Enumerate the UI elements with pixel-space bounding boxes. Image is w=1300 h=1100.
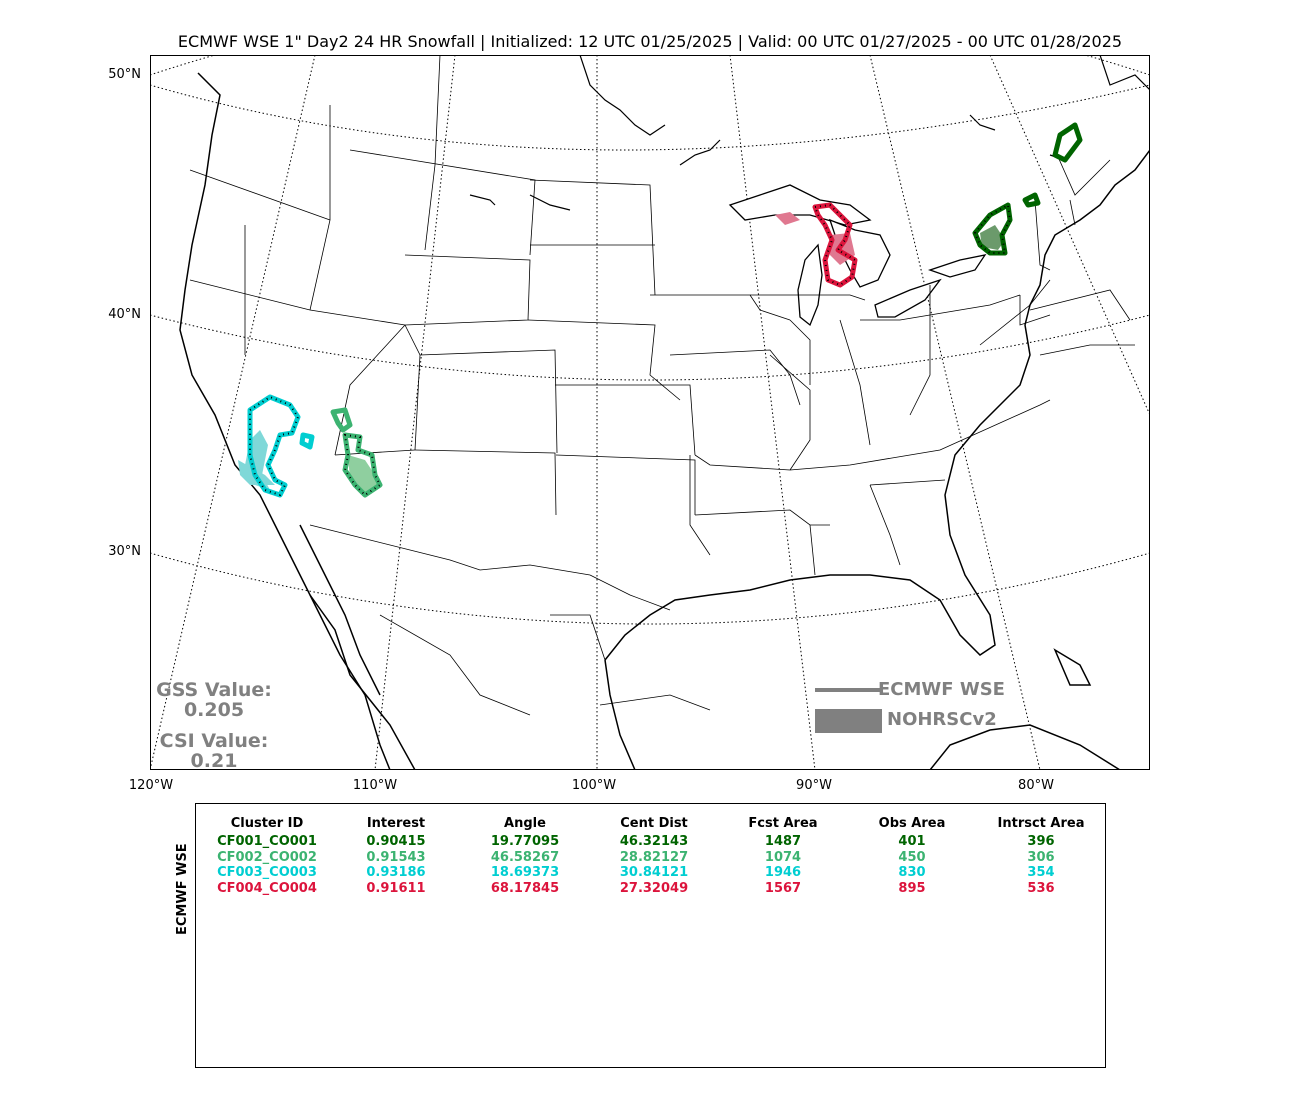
gss-value: 0.205: [183, 699, 245, 721]
cell-angle: 68.17845: [490, 881, 560, 897]
cell-fcst-area: 1946: [764, 865, 802, 881]
great-lakes: [728, 184, 987, 327]
csi-value: 0.21: [190, 750, 238, 772]
cell-obs-area: 830: [898, 865, 926, 881]
cell-obs-area: 895: [898, 881, 926, 897]
lon-label-120: 120°W: [128, 778, 174, 793]
cell-cluster-id: CF002_CO002: [217, 849, 317, 865]
header-fcst-area: Fcst Area: [748, 816, 818, 831]
cell-fcst-area: 1487: [764, 834, 802, 849]
lon-label-110: 110°W: [352, 778, 398, 793]
legend-forecast-label: ECMWF WSE: [878, 679, 1005, 700]
cell-intrsct-area: 396: [1027, 834, 1055, 849]
chart-title: ECMWF WSE 1" Day2 24 HR Snowfall | Initi…: [177, 32, 1123, 51]
map-frame: [150, 55, 1150, 770]
cell-interest: 0.91611: [366, 881, 426, 897]
legend-observed-label: NOHRSCv2: [887, 709, 997, 730]
gss-label: GSS Value:: [156, 679, 272, 701]
cell-cluster-id: CF003_CO003: [217, 865, 317, 881]
forecast-clusters: [247, 122, 1083, 498]
header-cent-dist: Cent Dist: [620, 816, 688, 831]
header-angle: Angle: [504, 816, 546, 831]
cell-angle: 19.77095: [490, 834, 560, 849]
state-borders: [189, 55, 1135, 716]
cluster-dots: [249, 203, 1012, 497]
cell-intrsct-area: 536: [1027, 881, 1055, 897]
canada-lakes: [469, 55, 1150, 211]
cell-cent-dist: 27.32049: [619, 881, 689, 897]
lat-label-40: 40°N: [108, 307, 141, 322]
cluster-cf004: [812, 202, 858, 288]
longitude-lines: [150, 55, 1150, 770]
cell-cent-dist: 46.32143: [619, 834, 689, 849]
cell-obs-area: 450: [898, 849, 926, 865]
cell-fcst-area: 1074: [764, 849, 802, 865]
cell-interest: 0.93186: [366, 865, 426, 881]
lon-label-100: 100°W: [571, 778, 617, 793]
header-intrsct-area: Intrsct Area: [997, 816, 1085, 831]
header-interest: Interest: [366, 816, 426, 831]
lon-label-90: 90°W: [796, 778, 832, 793]
cell-interest: 0.91543: [366, 849, 426, 865]
lon-label-80: 80°W: [1018, 778, 1054, 793]
map: [150, 55, 1150, 770]
cell-cluster-id: CF004_CO004: [217, 881, 317, 897]
cell-intrsct-area: 306: [1027, 849, 1055, 865]
cell-angle: 18.69373: [490, 865, 560, 881]
latitude-lines: [150, 55, 1150, 625]
cluster-cf002: [330, 407, 353, 433]
csi-label: CSI Value:: [159, 730, 269, 752]
cell-interest: 0.90415: [366, 834, 426, 849]
cell-obs-area: 401: [898, 834, 926, 849]
legend-observed-swatch: [815, 709, 882, 733]
table-side-label: ECMWF WSE: [175, 843, 190, 935]
header-obs-area: Obs Area: [878, 816, 946, 831]
cell-cent-dist: 30.84121: [619, 865, 689, 881]
lat-label-30: 30°N: [108, 544, 141, 559]
cell-cluster-id: CF001_CO001: [217, 834, 317, 849]
coastlines: [179, 72, 1150, 770]
header-cluster-id: Cluster ID: [230, 816, 304, 831]
cell-fcst-area: 1567: [764, 881, 802, 897]
cell-angle: 46.58267: [490, 849, 560, 865]
cell-cent-dist: 28.82127: [619, 849, 689, 865]
cell-intrsct-area: 354: [1027, 865, 1055, 881]
lat-label-50: 50°N: [108, 67, 141, 82]
stats-table: [195, 803, 1106, 1068]
